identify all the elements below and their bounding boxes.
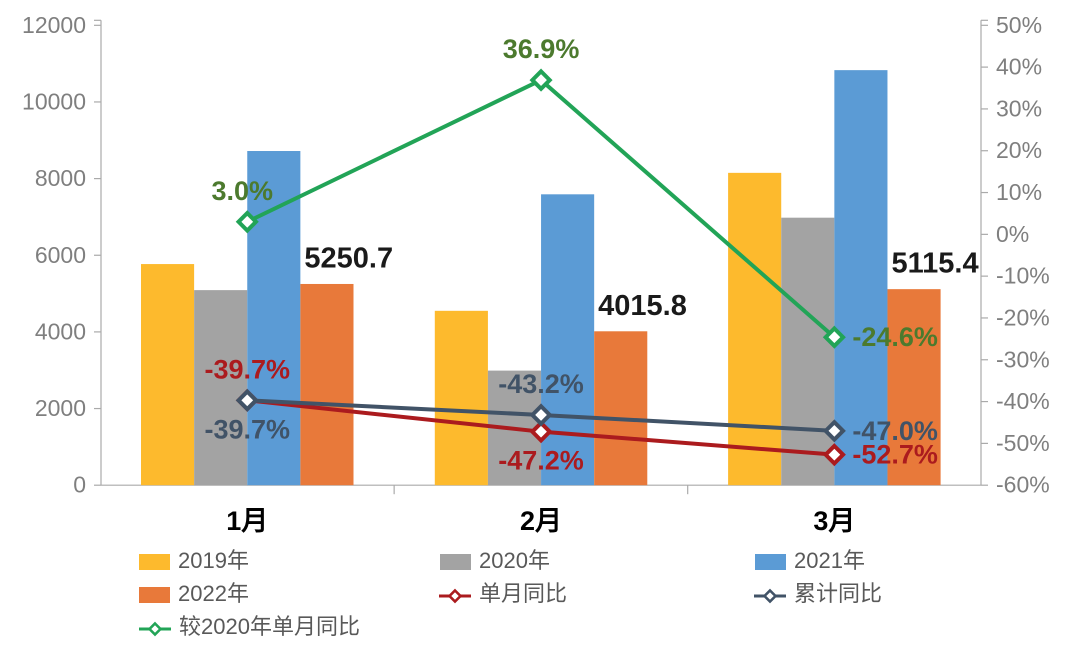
svg-text:0%: 0% <box>996 221 1029 247</box>
svg-text:4000: 4000 <box>35 318 86 344</box>
svg-text:-40%: -40% <box>996 388 1050 414</box>
svg-text:2022年: 2022年 <box>178 581 249 606</box>
svg-text:2000: 2000 <box>35 395 86 421</box>
svg-text:50%: 50% <box>996 12 1042 38</box>
svg-text:-52.7%: -52.7% <box>852 440 938 470</box>
svg-text:-43.2%: -43.2% <box>498 369 584 399</box>
svg-text:较2020年单月同比: 较2020年单月同比 <box>179 614 360 639</box>
svg-text:6000: 6000 <box>35 242 86 268</box>
svg-text:-47.2%: -47.2% <box>498 446 584 476</box>
svg-text:20%: 20% <box>996 137 1042 163</box>
svg-text:40%: 40% <box>996 54 1042 80</box>
svg-text:3月: 3月 <box>813 506 855 536</box>
svg-text:3.0%: 3.0% <box>211 176 273 206</box>
svg-text:-10%: -10% <box>996 263 1050 289</box>
svg-text:4015.8: 4015.8 <box>598 290 687 322</box>
svg-text:36.9%: 36.9% <box>503 34 580 64</box>
svg-text:8000: 8000 <box>35 165 86 191</box>
svg-text:2019年: 2019年 <box>178 548 249 573</box>
svg-text:-39.7%: -39.7% <box>204 354 290 384</box>
svg-text:10%: 10% <box>996 179 1042 205</box>
svg-text:30%: 30% <box>996 95 1042 121</box>
svg-text:-50%: -50% <box>996 430 1050 456</box>
svg-text:单月同比: 单月同比 <box>479 581 567 606</box>
svg-text:2021年: 2021年 <box>794 548 865 573</box>
svg-text:10000: 10000 <box>22 88 86 114</box>
svg-text:-24.6%: -24.6% <box>852 322 938 352</box>
svg-text:5115.4: 5115.4 <box>891 248 978 280</box>
svg-text:12000: 12000 <box>22 12 86 38</box>
svg-text:1月: 1月 <box>226 506 268 536</box>
svg-text:-60%: -60% <box>996 472 1050 498</box>
svg-text:2月: 2月 <box>520 506 562 536</box>
svg-text:-30%: -30% <box>996 346 1050 372</box>
svg-text:5250.7: 5250.7 <box>304 242 393 274</box>
svg-text:0: 0 <box>73 472 86 498</box>
svg-text:-39.7%: -39.7% <box>204 414 290 444</box>
svg-text:2020年: 2020年 <box>479 548 550 573</box>
svg-text:-20%: -20% <box>996 304 1050 330</box>
svg-text:累计同比: 累计同比 <box>794 581 882 606</box>
